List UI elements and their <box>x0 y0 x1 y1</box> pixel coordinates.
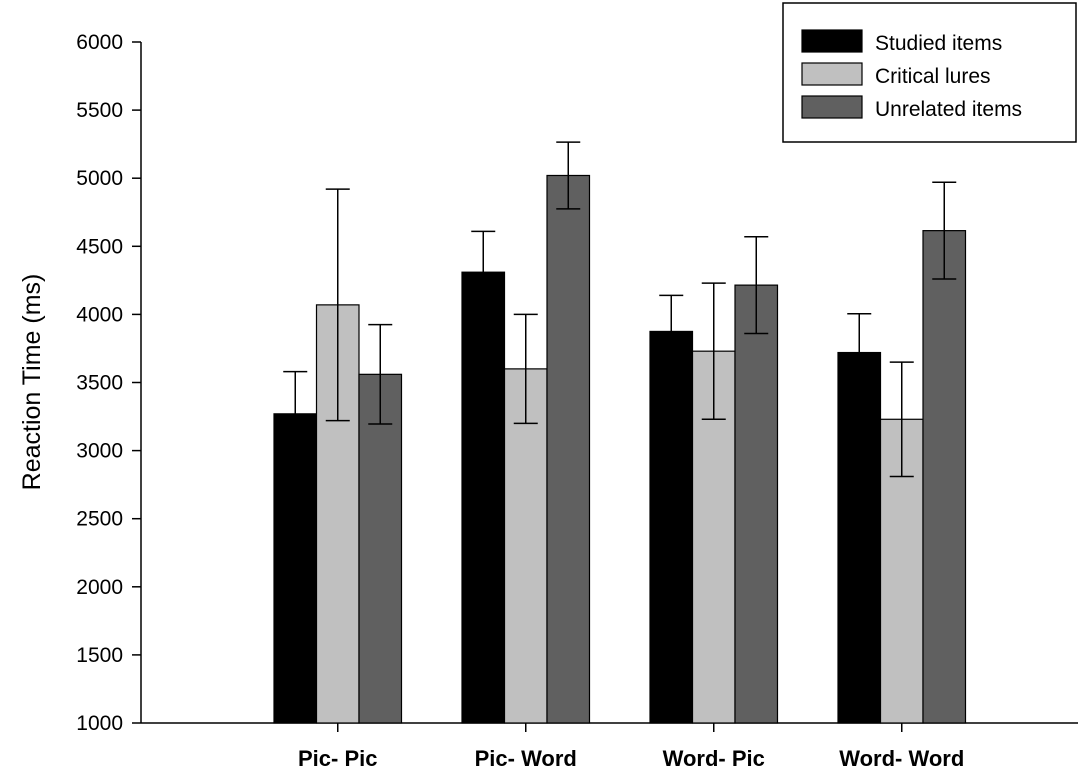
x-category-label: Pic- Word <box>475 746 577 771</box>
bar <box>358 373 403 724</box>
x-category-label: Word- Word <box>839 746 964 771</box>
bars-group <box>273 174 967 724</box>
legend-swatch <box>801 62 863 86</box>
y-tick-label: 5500 <box>76 99 123 122</box>
bar <box>922 230 967 724</box>
y-tick-label: 3000 <box>76 440 123 463</box>
y-tick-label: 1500 <box>76 644 123 667</box>
legend-label: Studied items <box>875 32 1002 55</box>
y-axis-title: Reaction Time (ms) <box>18 274 46 491</box>
bar <box>837 351 882 724</box>
y-tick-label: 6000 <box>76 31 123 54</box>
legend-swatch <box>801 95 863 119</box>
x-categories-group: Pic- Pic Pic- Word Word- Pic Word- Word <box>298 723 964 771</box>
x-category-label: Pic- Pic <box>298 746 377 771</box>
y-tick-label: 4500 <box>76 235 123 258</box>
y-tick-label: 4000 <box>76 303 123 326</box>
y-tick-label: 5000 <box>76 167 123 190</box>
legend-swatch <box>801 29 863 53</box>
bar <box>461 271 506 724</box>
bar <box>546 174 591 724</box>
y-ticks-group: 1000 1500 2000 2500 3000 3500 4000 4500 5000 5500… <box>76 31 141 735</box>
legend-label: Critical lures <box>875 65 991 88</box>
legend: Studied items Critical lures Unrelated ite… <box>782 2 1077 143</box>
y-tick-label: 2500 <box>76 508 123 531</box>
x-category-label: Word- Pic <box>663 746 765 771</box>
legend-label: Unrelated items <box>875 98 1022 121</box>
error-bars-group <box>283 141 957 478</box>
y-tick-label: 1000 <box>76 712 123 735</box>
bar <box>273 413 318 724</box>
y-tick-label: 3500 <box>76 372 123 395</box>
bar <box>734 284 779 724</box>
y-tick-label: 2000 <box>76 576 123 599</box>
bar <box>649 330 694 724</box>
